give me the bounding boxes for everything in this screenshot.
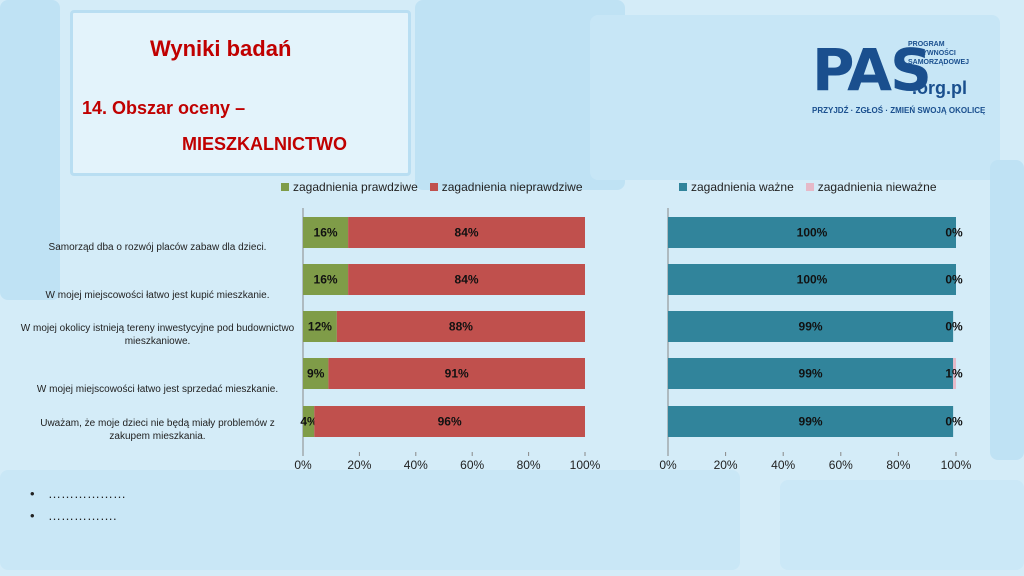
x-tick-label: 80% — [517, 458, 541, 472]
category-label: W mojej miejscowości łatwo jest sprzedać… — [36, 383, 279, 395]
data-label: 1% — [945, 367, 963, 381]
x-tick-label: 100% — [941, 458, 972, 472]
bar-segment — [668, 217, 956, 248]
logo-tagline: PRZYJDŹ · ZGŁOŚ · ZMIEŃ SWOJĄ OKOLICĘ — [812, 106, 986, 115]
data-label: 84% — [455, 273, 479, 287]
bar-segment — [303, 217, 349, 248]
data-label: 96% — [438, 415, 462, 429]
bullet-item: •……………. — [30, 508, 117, 523]
data-label: 100% — [797, 226, 828, 240]
chart-svg: 16% 84% 16% 84% 12% 88% 9% 91% 4% 96% 0% 20% 40% 60% 8… — [294, 208, 972, 472]
data-label: 99% — [799, 415, 823, 429]
logo-side: PROGRAM AKTYWNOŚCI SAMORZĄDOWEJ — [908, 41, 970, 66]
data-label: 0% — [945, 273, 963, 287]
data-label: 88% — [449, 320, 473, 334]
bar-segment — [303, 311, 337, 342]
legend-label: zagadnienia ważne — [691, 180, 794, 194]
data-label: 99% — [799, 367, 823, 381]
legend-swatch-red — [429, 183, 438, 191]
legend-item-important: zagadnienia ważne — [679, 180, 794, 194]
data-label: 12% — [308, 320, 332, 334]
data-label: 9% — [307, 367, 325, 381]
category-label: Samorząd dba o rozwój placów zabaw dla d… — [48, 241, 267, 253]
bar-segment — [348, 217, 585, 248]
data-label: 0% — [945, 415, 963, 429]
legend-label: zagadnienia nieprawdziwe — [441, 180, 583, 194]
data-label: 0% — [945, 226, 963, 240]
title-panel — [70, 10, 411, 176]
x-tick-label: 100% — [570, 458, 601, 472]
data-label: 91% — [445, 367, 469, 381]
legend-right: zagadnienia ważne zagadnienia nieważne — [679, 180, 945, 194]
bar-segment — [336, 311, 585, 342]
x-tick-label: 60% — [829, 458, 853, 472]
legend-swatch-green — [281, 183, 289, 191]
bar-segment — [328, 358, 585, 389]
bullet-item: •……………… — [30, 486, 126, 501]
x-tick-label: 40% — [404, 458, 428, 472]
bar-segment — [303, 264, 349, 295]
bullet-list: •……………… •……………. — [30, 486, 126, 530]
category-label: W mojej okolicy istnieją tereny inwestyc… — [20, 323, 295, 347]
bar-segment — [668, 311, 954, 342]
data-label: 84% — [455, 226, 479, 240]
x-tick-label: 80% — [886, 458, 910, 472]
bar-segment — [668, 406, 954, 437]
data-label: 99% — [799, 320, 823, 334]
bar-segment — [668, 358, 954, 389]
bar-segment — [303, 406, 315, 437]
legend-swatch-pink — [805, 183, 814, 191]
slide-title: Wyniki badań — [150, 36, 292, 61]
legend-label: zagadnienia prawdziwe — [293, 180, 418, 194]
legend-item-unimportant: zagadnienia nieważne — [805, 180, 937, 194]
pas-logo: PAS PROGRAM AKTYWNOŚCI SAMORZĄDOWEJ .org… — [812, 36, 986, 120]
legend-swatch-teal — [679, 183, 687, 191]
legend-item-true: zagadnienia prawdziwe — [281, 180, 418, 194]
data-label: 0% — [945, 320, 963, 334]
legend-left: zagadnienia prawdziwe zagadnienia niepra… — [281, 180, 591, 194]
legend-item-false: zagadnienia nieprawdziwe — [429, 180, 583, 194]
category-label: W mojej miejscowości łatwo jest kupić mi… — [45, 289, 270, 301]
data-label: 16% — [314, 226, 338, 240]
logo-main: PAS — [812, 36, 932, 104]
x-tick-label: 40% — [771, 458, 795, 472]
x-tick-label: 20% — [714, 458, 738, 472]
category-label: Uważam, że moje dzieci nie będą miały pr… — [40, 418, 275, 442]
bar-segment — [303, 358, 329, 389]
bar-segment — [668, 264, 956, 295]
slide-subtitle-area: MIESZKALNICTWO — [182, 134, 347, 154]
bar-segment — [953, 358, 956, 389]
slide-subtitle: 14. Obszar oceny – — [82, 98, 246, 118]
x-tick-label: 0% — [659, 458, 677, 472]
x-tick-label: 20% — [347, 458, 371, 472]
x-tick-label: 60% — [460, 458, 484, 472]
data-label: 16% — [314, 273, 338, 287]
legend-label: zagadnienia nieważne — [817, 180, 937, 194]
bar-segment — [314, 406, 585, 437]
data-label: 4% — [300, 415, 318, 429]
bar-segment — [348, 264, 585, 295]
x-tick-label: 0% — [294, 458, 312, 472]
data-label: 100% — [797, 273, 828, 287]
logo-domain: .org.pl — [912, 78, 967, 98]
